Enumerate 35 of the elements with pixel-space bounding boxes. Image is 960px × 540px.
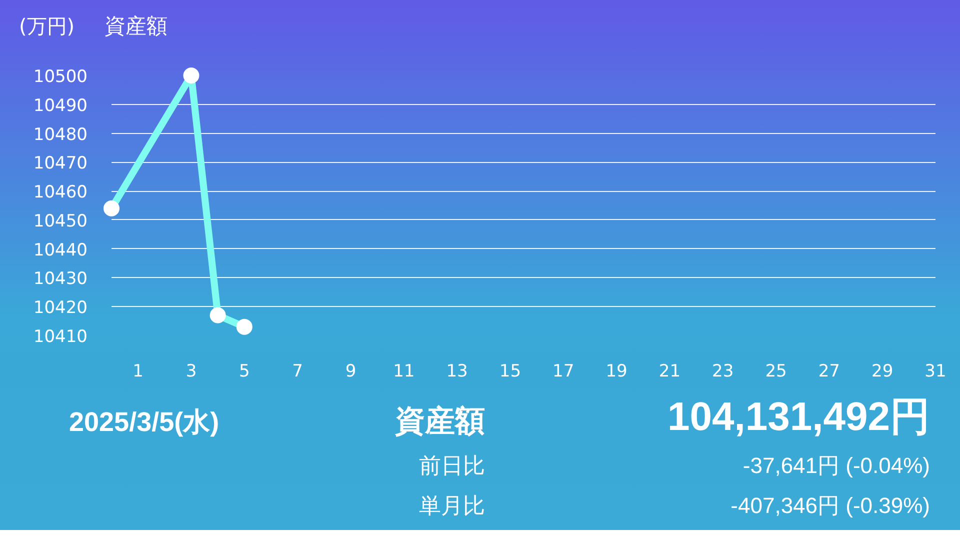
x-tick-label: 7 (292, 362, 303, 382)
x-tick-label: 17 (552, 362, 574, 382)
y-tick-label: 10440 (33, 240, 88, 260)
text: 2025/3/5(水) (69, 406, 220, 439)
y-tick-label: 10490 (33, 96, 88, 116)
text: 資産額 (395, 404, 485, 440)
y-tick-label: 10500 (33, 67, 88, 87)
text: -407,346円 (-0.39%) (730, 492, 930, 520)
x-tick-label: 13 (446, 362, 468, 382)
x-tick-label: 31 (924, 362, 946, 382)
x-tick-label: 5 (238, 362, 250, 382)
y-tick-label: 10460 (33, 182, 88, 203)
x-tick-label: 19 (606, 362, 628, 382)
y-tick-label: 10430 (33, 269, 88, 290)
x-tick-label: 9 (345, 362, 356, 382)
x-tick-label: 29 (872, 362, 894, 382)
text: 104,131,492円 (668, 394, 930, 441)
x-tick-label: 27 (818, 362, 840, 382)
x-tick-label: 21 (658, 362, 681, 382)
y-tick-label: 10420 (33, 298, 88, 318)
x-tick-label: 11 (393, 362, 415, 382)
text: 単月比 (419, 492, 485, 520)
text: -37,641円 (-0.04%) (742, 452, 930, 480)
x-tick-label: 25 (765, 362, 787, 382)
y-axis-title: (万円) (19, 14, 75, 38)
y-tick-label: 10410 (33, 327, 88, 347)
y-tick-label: 10470 (33, 154, 88, 174)
x-tick-label: 15 (499, 362, 522, 382)
y-tick-label: 10450 (33, 211, 88, 232)
x-tick-label: 1 (132, 362, 144, 382)
text: 前日比 (419, 452, 485, 480)
y-tick-label: 10480 (33, 124, 88, 145)
chart-title: 資産額 (104, 14, 168, 38)
x-tick-label: 3 (186, 362, 197, 382)
x-tick-label: 23 (712, 362, 734, 382)
